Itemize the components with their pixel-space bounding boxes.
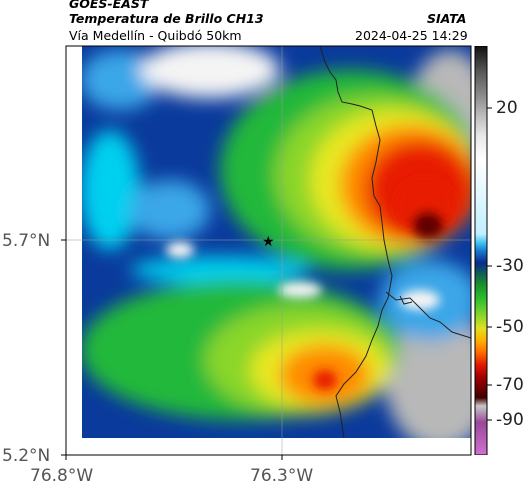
department-border: [385, 291, 471, 339]
clear-spot-3: [400, 290, 440, 310]
cb-label-m70: -70: [496, 375, 524, 395]
colorbar: [474, 46, 488, 455]
lon-label-2: 76.3°W: [250, 466, 314, 486]
satellite-name: GOES-EAST: [69, 0, 149, 11]
cyan-band-mid: [130, 180, 210, 240]
clear-spot-1: [166, 242, 194, 258]
colorbar-ticks: [487, 107, 492, 421]
river-border: [399, 295, 413, 305]
location-star-marker: ★: [262, 234, 275, 250]
cloud-field: [80, 46, 471, 450]
cb-label-m90: -90: [496, 410, 524, 430]
colorbar-scale: [474, 46, 488, 455]
lat-label-1: 5.7°N: [2, 231, 51, 251]
clear-area-top: [140, 46, 280, 98]
no-data-bottom: [66, 438, 471, 455]
cb-label-m50: -50: [496, 317, 524, 337]
cyan-band-left: [80, 130, 140, 250]
lat-label-2: 5.2°N: [2, 446, 51, 466]
clear-spot-2: [278, 282, 322, 298]
plot-frame: [65, 45, 472, 456]
no-data-left: [66, 46, 82, 455]
datetime-label: 2024-04-25 14:29: [355, 28, 468, 43]
north-core: [412, 211, 444, 239]
cyan-band-lower: [130, 256, 310, 284]
lon-label-1: 76.8°W: [30, 466, 94, 486]
org-label: SIATA: [427, 11, 467, 26]
clear-area-top-left: [80, 50, 160, 110]
route-subtitle: Vía Medellín - Quibdó 50km: [69, 28, 242, 43]
product-title: Temperatura de Brillo CH13: [69, 11, 264, 26]
clear-area-right: [385, 310, 471, 450]
cb-label-20: 20: [496, 98, 518, 118]
cb-label-m30: -30: [496, 256, 524, 276]
coastline: [319, 46, 393, 439]
cloud-cores: [166, 177, 455, 390]
south-core: [313, 370, 337, 390]
